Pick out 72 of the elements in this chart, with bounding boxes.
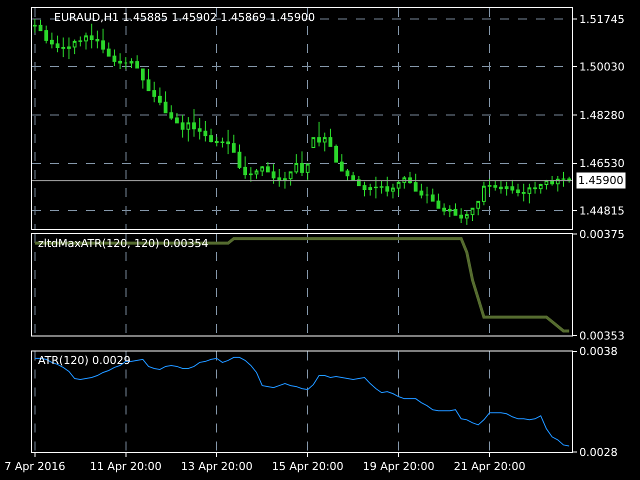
candlestick — [198, 117, 202, 140]
x-tick-label: 21 Apr 20:00 — [454, 460, 526, 474]
x-tick-label: 19 Apr 20:00 — [362, 460, 434, 474]
candlestick — [306, 164, 310, 182]
line-series — [33, 237, 571, 332]
x-tick-label: 7 Apr 2016 — [4, 460, 66, 474]
candlestick — [124, 56, 128, 70]
candlestick — [459, 208, 464, 224]
candlestick — [300, 150, 304, 176]
candlestick — [562, 171, 566, 188]
candlestick — [464, 210, 469, 226]
candlestick — [346, 168, 350, 182]
candlestick — [448, 204, 452, 218]
y-tick-label: 1.46530 — [579, 157, 625, 170]
candlestick — [340, 154, 344, 172]
candlestick — [38, 19, 42, 32]
candlestick — [522, 183, 526, 202]
candlestick — [419, 183, 424, 199]
candlestick — [516, 183, 520, 197]
candlestick — [135, 54, 140, 68]
candlestick — [169, 104, 174, 120]
y-tick-label: 1.50030 — [579, 60, 625, 74]
chart-title: zltdMaxATR(120, 120) 0.00354 — [38, 237, 208, 250]
y-tick-label: 1.48280 — [579, 108, 625, 122]
y-tick-label: 0.0028 — [579, 446, 618, 459]
x-tick-label: 13 Apr 20:00 — [180, 460, 253, 474]
candlestick — [106, 42, 111, 57]
candlestick — [538, 183, 543, 194]
candlestick — [294, 154, 298, 174]
candlestick — [232, 134, 236, 153]
candlestick — [385, 176, 390, 197]
candlestick — [454, 202, 458, 216]
candlestick — [510, 179, 514, 194]
y-tick-label: 1.51745 — [579, 13, 625, 26]
candlestick — [61, 37, 66, 58]
candlestick — [368, 183, 372, 196]
candlestick — [430, 188, 435, 202]
candlestick — [476, 200, 480, 216]
candlestick — [260, 166, 264, 176]
y-tick-label: 0.0038 — [579, 345, 618, 358]
x-tick-label: 11 Apr 20:00 — [90, 460, 162, 474]
candlestick — [140, 68, 145, 90]
line-series — [34, 356, 570, 446]
candlestick — [414, 173, 418, 192]
candlestick — [493, 180, 498, 192]
candlestick — [192, 108, 196, 138]
candlestick — [277, 168, 282, 188]
candlestick — [186, 116, 190, 142]
candlestick — [90, 23, 94, 49]
candlestick — [152, 81, 156, 103]
candlestick — [32, 18, 37, 34]
y-tick-label: 0.00375 — [579, 228, 625, 241]
candlestick — [248, 166, 253, 182]
candlestick — [351, 171, 356, 180]
candlestick — [470, 208, 474, 222]
candlestick — [425, 186, 429, 204]
ref-line-label: 1.45900 — [578, 174, 624, 187]
candlestick — [238, 144, 242, 170]
y-tick-label: 0.00353 — [579, 329, 625, 342]
candlestick — [243, 156, 248, 180]
candlestick — [84, 32, 88, 50]
candlestick — [146, 68, 150, 92]
candlestick — [44, 25, 48, 44]
chart-title: EURAUD,H1 1.45885 1.45902 1.45869 1.45900 — [54, 11, 315, 24]
candlestick — [322, 132, 327, 152]
candlestick — [214, 136, 219, 147]
candlestick — [254, 168, 258, 180]
x-tick-label: 15 Apr 20:00 — [272, 460, 344, 474]
y-tick-label: 1.44815 — [579, 204, 625, 218]
candlestick — [362, 181, 366, 197]
candlestick — [130, 58, 134, 68]
candlestick — [78, 36, 82, 47]
